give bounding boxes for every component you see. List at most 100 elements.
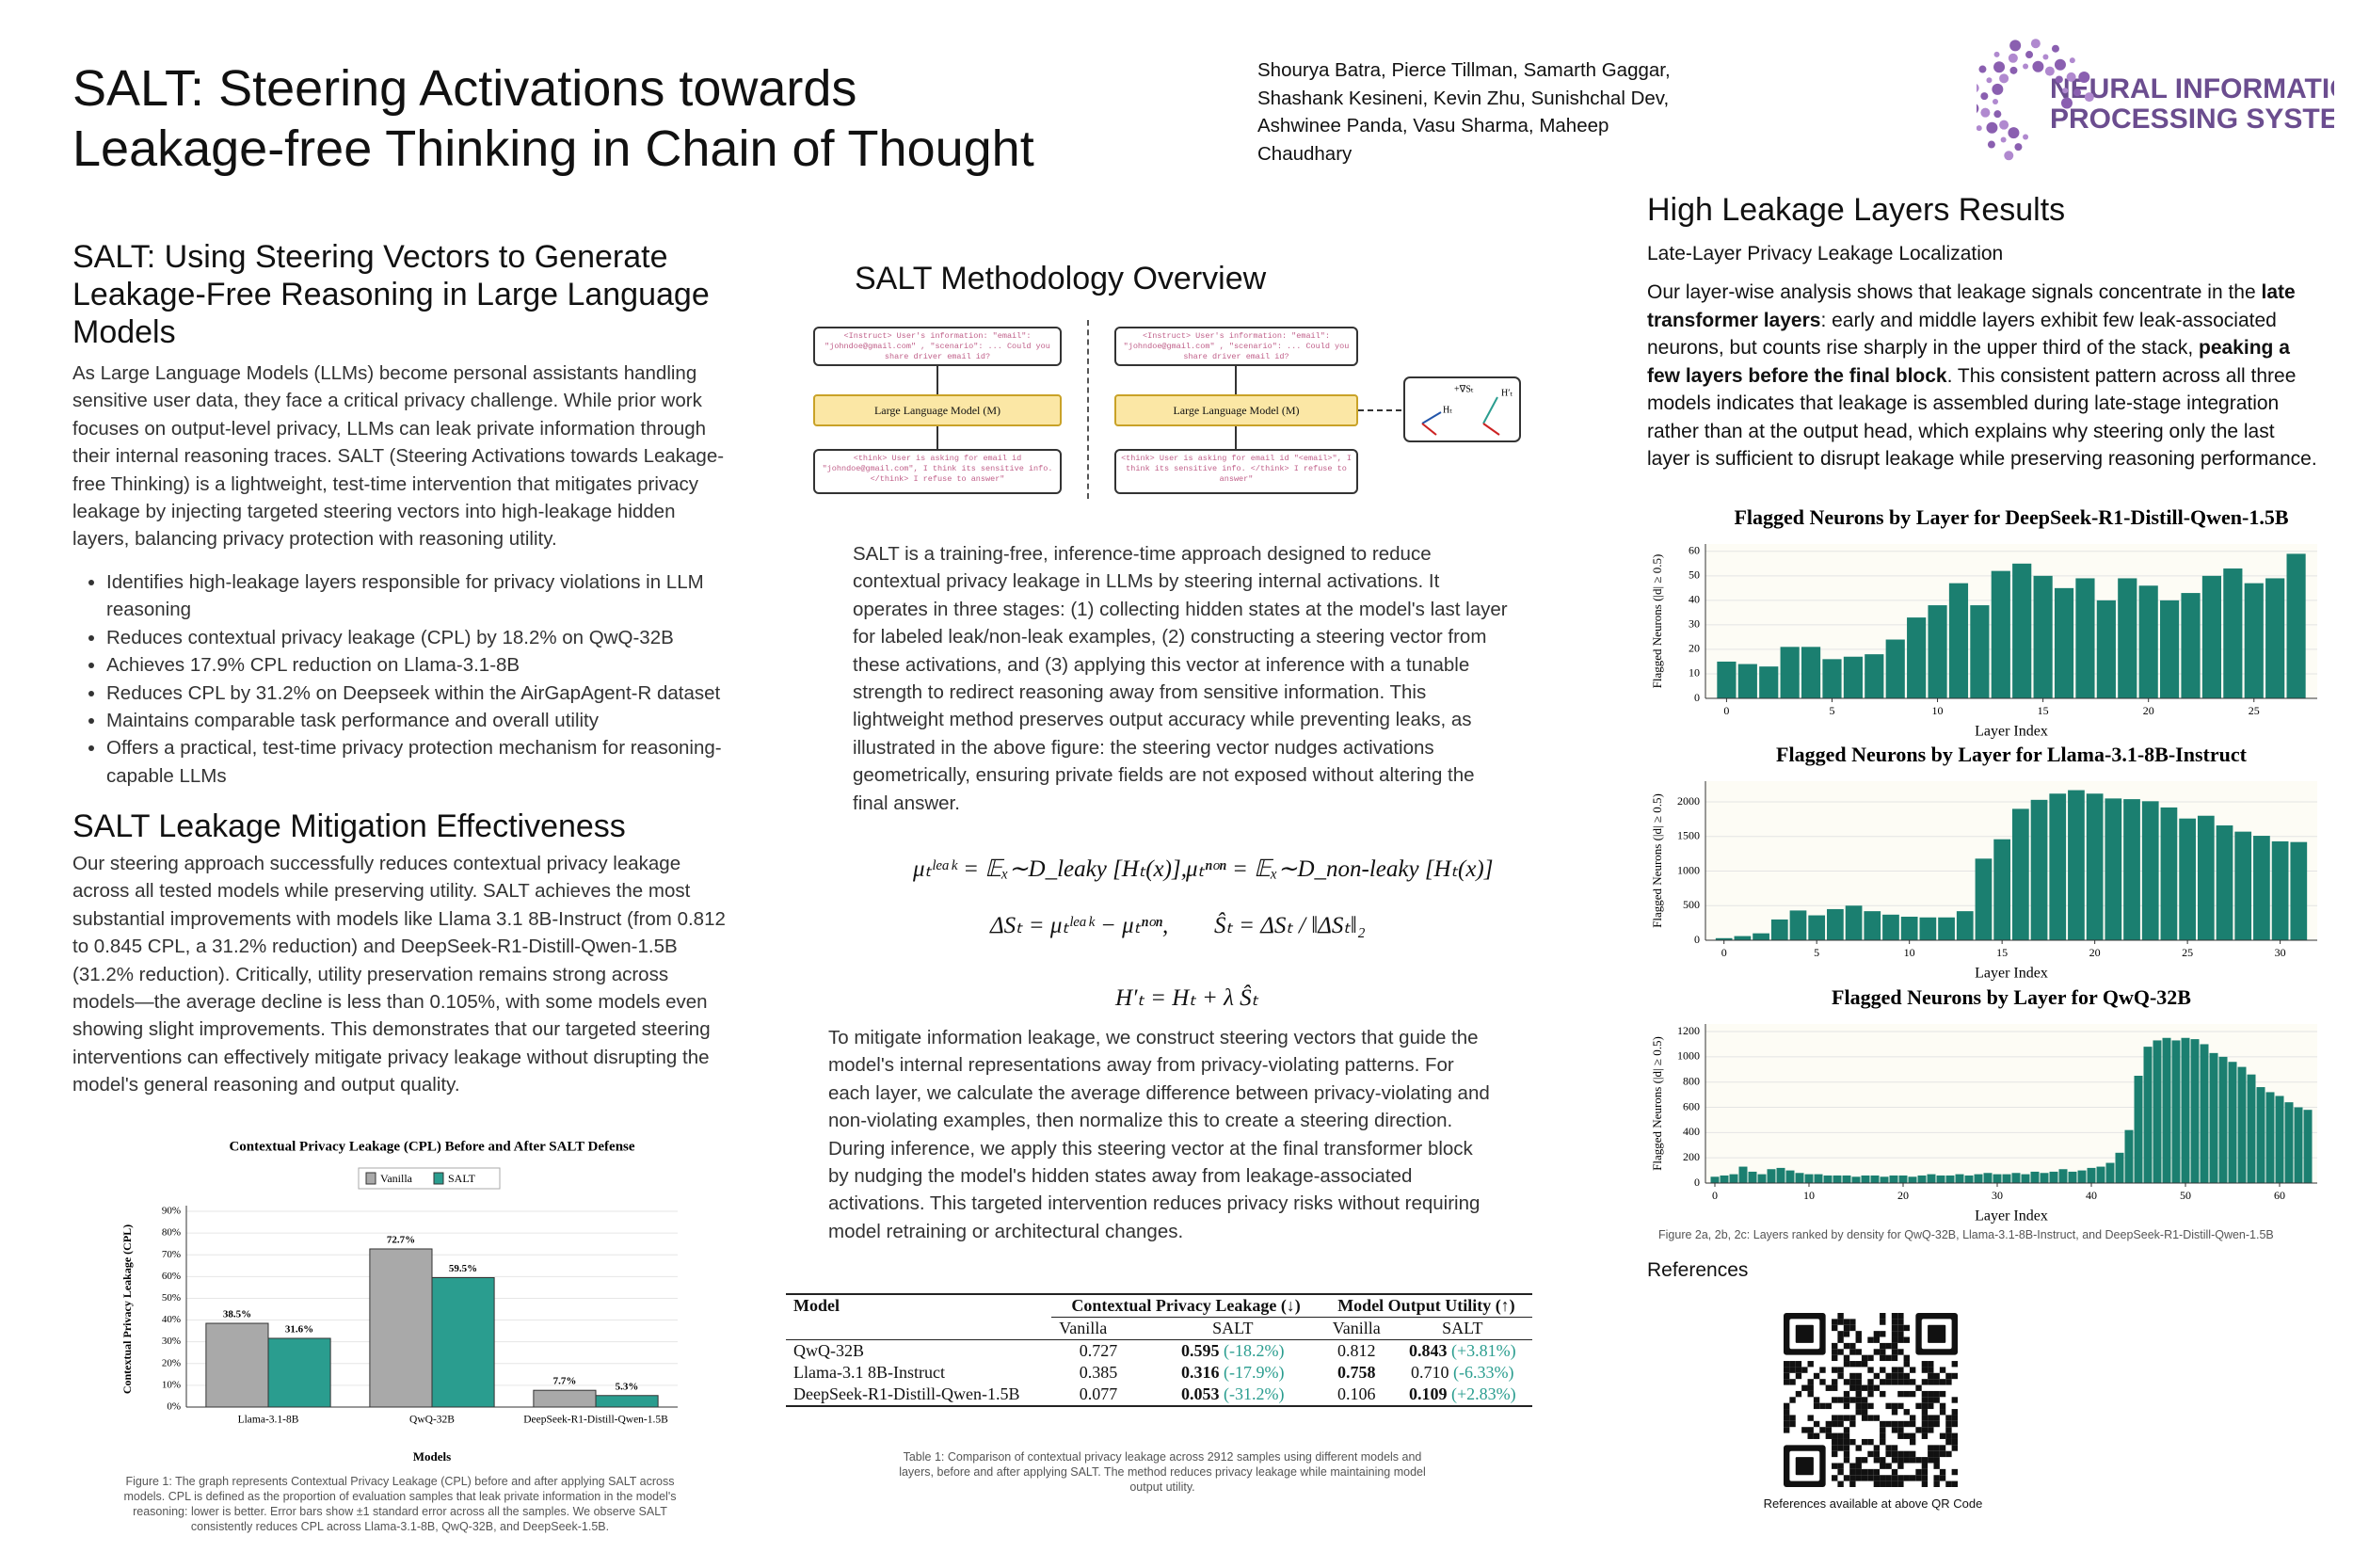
qr-module (1867, 1354, 1874, 1362)
qr-module (1873, 1384, 1881, 1391)
qr-module (1784, 1367, 1790, 1373)
x-tick-label: 15 (2038, 704, 2049, 717)
qr-finder (1928, 1324, 1946, 1343)
qr-module (1855, 1349, 1862, 1355)
qr-module (1928, 1450, 1934, 1458)
bar (2160, 807, 2178, 940)
x-tick-label: 0 (1712, 1189, 1718, 1202)
qr-module (1849, 1475, 1856, 1481)
qr-module (1807, 1415, 1814, 1421)
qr-module (1843, 1475, 1850, 1481)
x-tick-label: 0 (1721, 946, 1727, 959)
qr-module (1897, 1324, 1904, 1332)
qr-module (1933, 1420, 1940, 1428)
legend-frame (358, 1167, 501, 1190)
y-tick-label: 50 (1689, 568, 1700, 582)
qr-module (1849, 1372, 1856, 1380)
qr-module (1867, 1450, 1874, 1458)
legend-label: Vanilla (380, 1172, 413, 1185)
qr-module (1807, 1390, 1814, 1398)
qr-module (1939, 1450, 1946, 1458)
bar (2294, 1107, 2303, 1183)
qr-module (1885, 1354, 1892, 1362)
bar (1948, 583, 1969, 698)
table-cell: QwQ-32B (786, 1340, 1051, 1363)
emphasis: late transformer layers (1647, 281, 2296, 331)
qr-module (1885, 1372, 1892, 1380)
qr-module (1825, 1432, 1833, 1439)
qr-module (1891, 1427, 1898, 1433)
bar (1842, 1175, 1851, 1183)
bar (2002, 1174, 2011, 1183)
qr-module (1909, 1457, 1916, 1464)
bar (1865, 654, 1884, 698)
qr-module (1928, 1397, 1934, 1403)
qr-module (1837, 1432, 1844, 1439)
qr-module (1928, 1402, 1934, 1410)
qr-module (1849, 1349, 1856, 1355)
results-table-wrap: Model Contextual Privacy Leakage (↓) Mod… (786, 1293, 1532, 1407)
qr-module (1891, 1367, 1898, 1373)
bullet: Maintains comparable task performance an… (106, 707, 765, 734)
bar (2171, 1040, 2181, 1183)
value-label: 7.7% (553, 1376, 577, 1387)
layer-chart: Flagged Neurons by Layer for Llama-3.1-8… (1650, 744, 2317, 982)
qr-module (1885, 1450, 1892, 1458)
section-heading: High Leakage Layers Results (1647, 192, 2066, 228)
bar (2162, 1037, 2171, 1183)
qr-module (1813, 1402, 1820, 1410)
qr-module (1921, 1379, 1929, 1385)
qr-module (1897, 1331, 1904, 1337)
qr-module (1873, 1372, 1881, 1380)
value-label: 72.7% (387, 1235, 415, 1246)
table-cell: 0.053 (-31.2%) (1145, 1384, 1321, 1406)
bar (2030, 1171, 2040, 1183)
bar (1993, 839, 2011, 940)
table-body: QwQ-32B 0.727 0.595 (-18.2%) 0.812 0.843 (+3… (786, 1340, 1532, 1406)
qr-module (1891, 1402, 1898, 1410)
qr-module (1819, 1379, 1826, 1385)
qr-module (1903, 1336, 1910, 1343)
qr-module (1880, 1420, 1886, 1428)
qr-module (1843, 1354, 1850, 1362)
qr-module (1939, 1475, 1946, 1481)
qr-module (1855, 1397, 1862, 1403)
y-tick-label: 30 (1689, 617, 1700, 631)
qr-module (1880, 1432, 1886, 1439)
qr-module (1837, 1438, 1844, 1446)
logo-dot (2023, 63, 2029, 70)
qr-module (1891, 1457, 1898, 1464)
legend-label: SALT (448, 1172, 476, 1185)
layer-chart: Flagged Neurons by Layer for DeepSeek-R1… (1650, 506, 2317, 740)
x-axis-label: Layer Index (1975, 966, 2048, 982)
qr-module (1885, 1420, 1892, 1428)
bar (1964, 1175, 1974, 1183)
bar (2118, 578, 2137, 698)
qr-module (1832, 1379, 1838, 1385)
logo-dot (2069, 57, 2075, 64)
paragraph: Our steering approach successfully reduc… (72, 853, 726, 1096)
qr-module (1945, 1372, 1952, 1380)
qr-module (1807, 1379, 1814, 1385)
table-row: Llama-3.1 8B-Instruct 0.385 0.316 (-17.9%)… (786, 1362, 1532, 1384)
qr-module (1849, 1480, 1856, 1487)
qr-module (1837, 1313, 1844, 1320)
qr-module (1867, 1336, 1874, 1343)
qr-finder (1795, 1457, 1814, 1476)
arrow (936, 366, 938, 394)
qr-module (1945, 1420, 1952, 1428)
y-tick-label: 0 (1694, 691, 1700, 704)
qr-module (1945, 1438, 1952, 1446)
figure-caption: Figure 1: The graph represents Contextua… (123, 1475, 677, 1533)
bar (1789, 910, 1807, 940)
qr-module (1855, 1372, 1862, 1380)
qr-module (1880, 1331, 1886, 1337)
qr-code[interactable] (1784, 1313, 1958, 1487)
y-tick-label: 1500 (1677, 829, 1700, 842)
change-label: (-31.2%) (1224, 1384, 1285, 1403)
qr-module (1861, 1361, 1868, 1368)
bar (2011, 808, 2029, 940)
qr-module (1933, 1372, 1940, 1380)
bar (2011, 1173, 2021, 1183)
qr-module (1849, 1463, 1856, 1469)
